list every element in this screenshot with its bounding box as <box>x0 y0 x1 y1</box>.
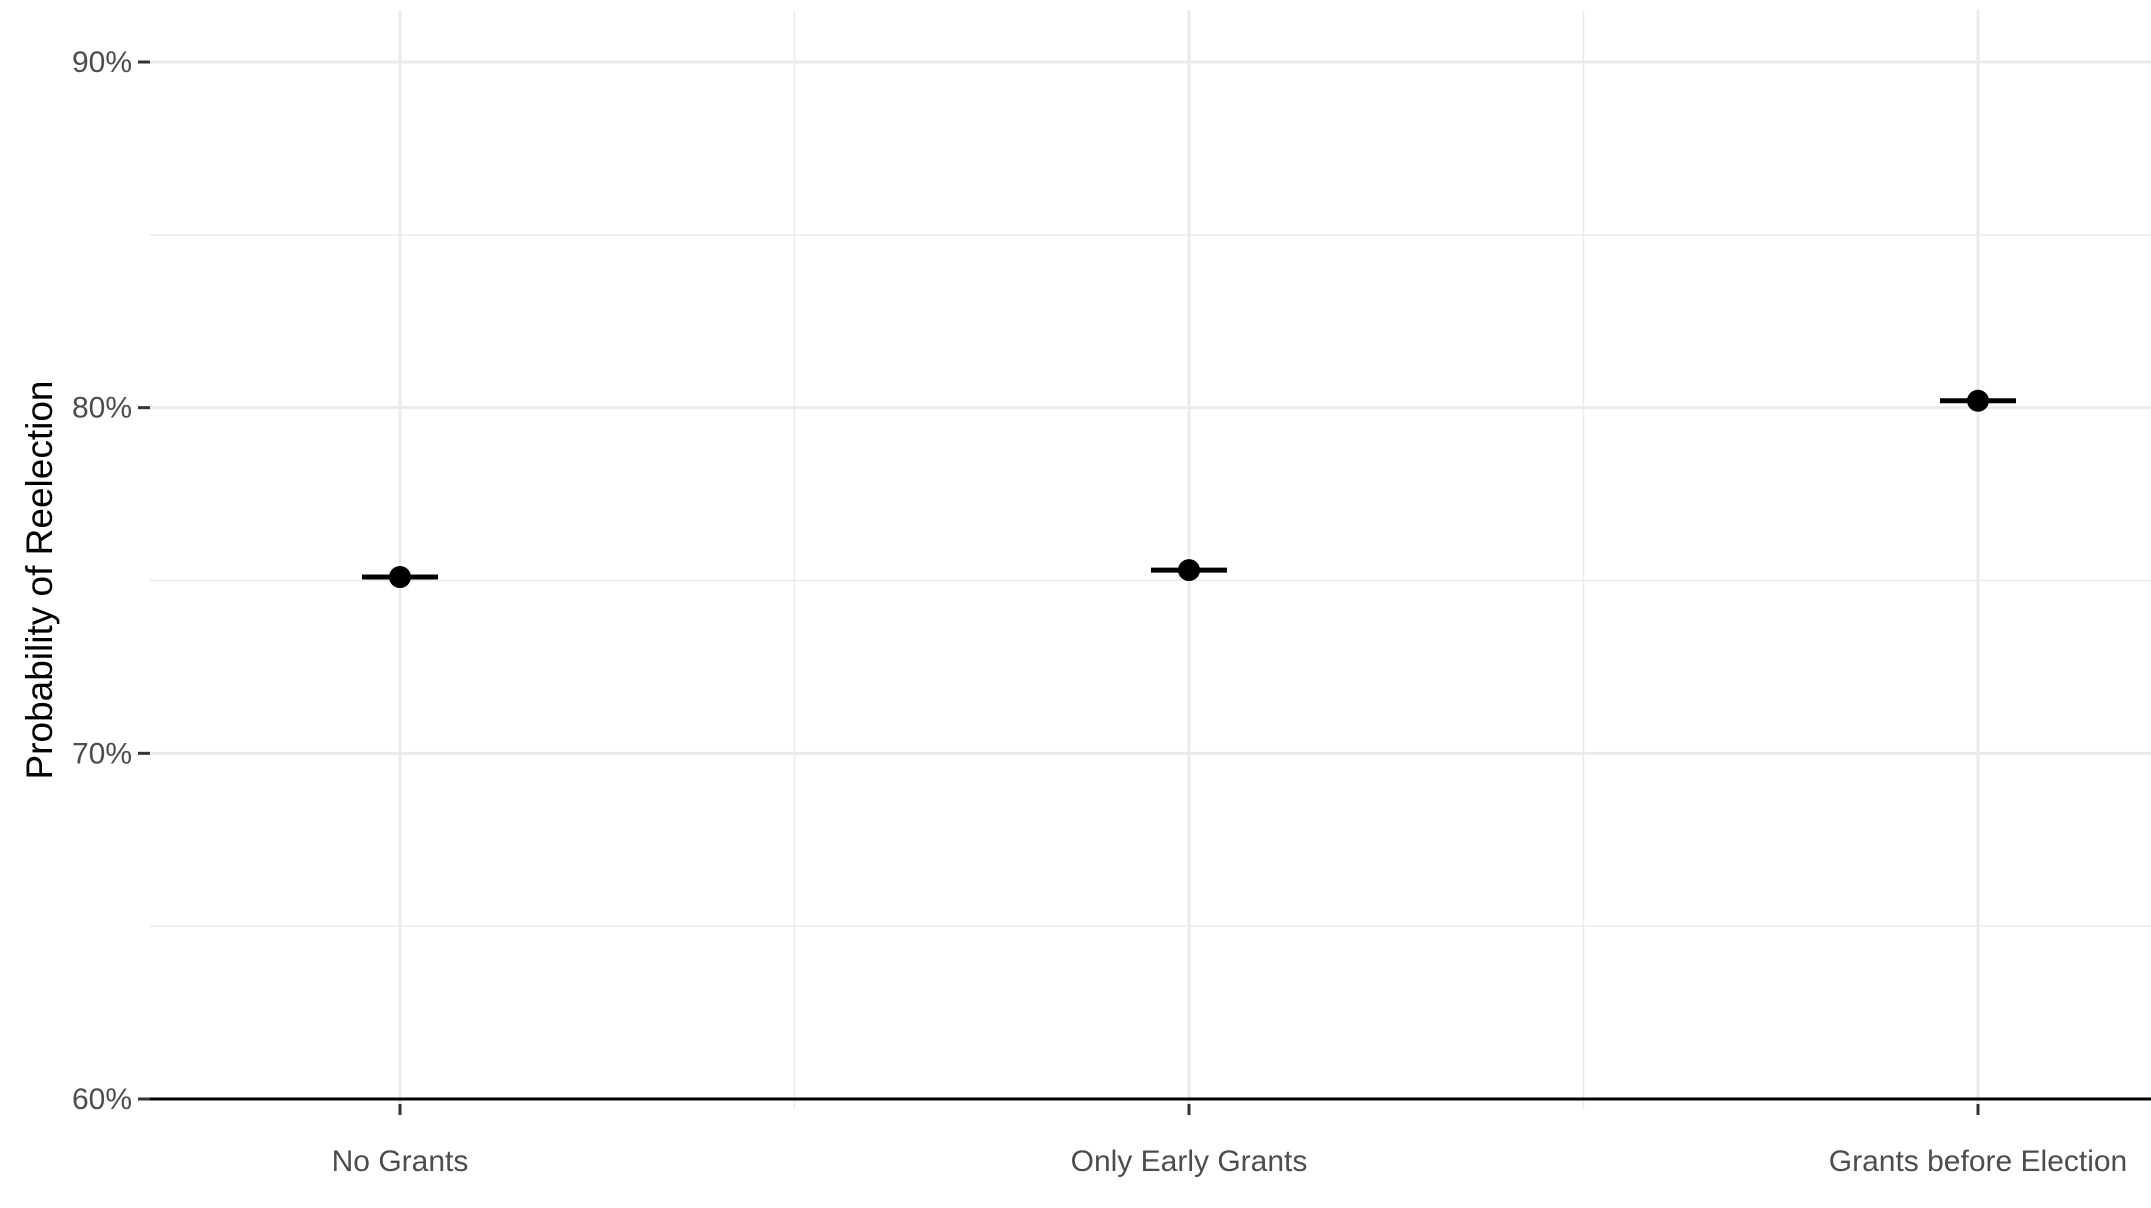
x-tick-label: Grants before Election <box>1829 1145 2128 1178</box>
data-point <box>389 566 411 589</box>
y-axis-title: Probability of Reelection <box>19 381 60 780</box>
y-tick-label: 70% <box>72 737 132 770</box>
axes: 60% 70% 80% 90% No Grants Only Early Grants Gr… <box>72 46 2151 1178</box>
y-tick-label: 90% <box>72 46 132 79</box>
x-tick-label: No Grants <box>332 1145 469 1178</box>
data-point-group <box>1940 389 2016 412</box>
data-point <box>1967 389 1989 412</box>
y-tick-label: 60% <box>72 1083 132 1116</box>
data-point-group <box>1151 559 1227 582</box>
grid-lines <box>150 10 2151 1110</box>
x-tick-label: Only Early Grants <box>1071 1145 1308 1178</box>
data-point-group <box>362 566 438 589</box>
data-marks <box>362 389 2016 589</box>
y-tick-label: 80% <box>72 392 132 425</box>
data-point <box>1178 559 1200 582</box>
